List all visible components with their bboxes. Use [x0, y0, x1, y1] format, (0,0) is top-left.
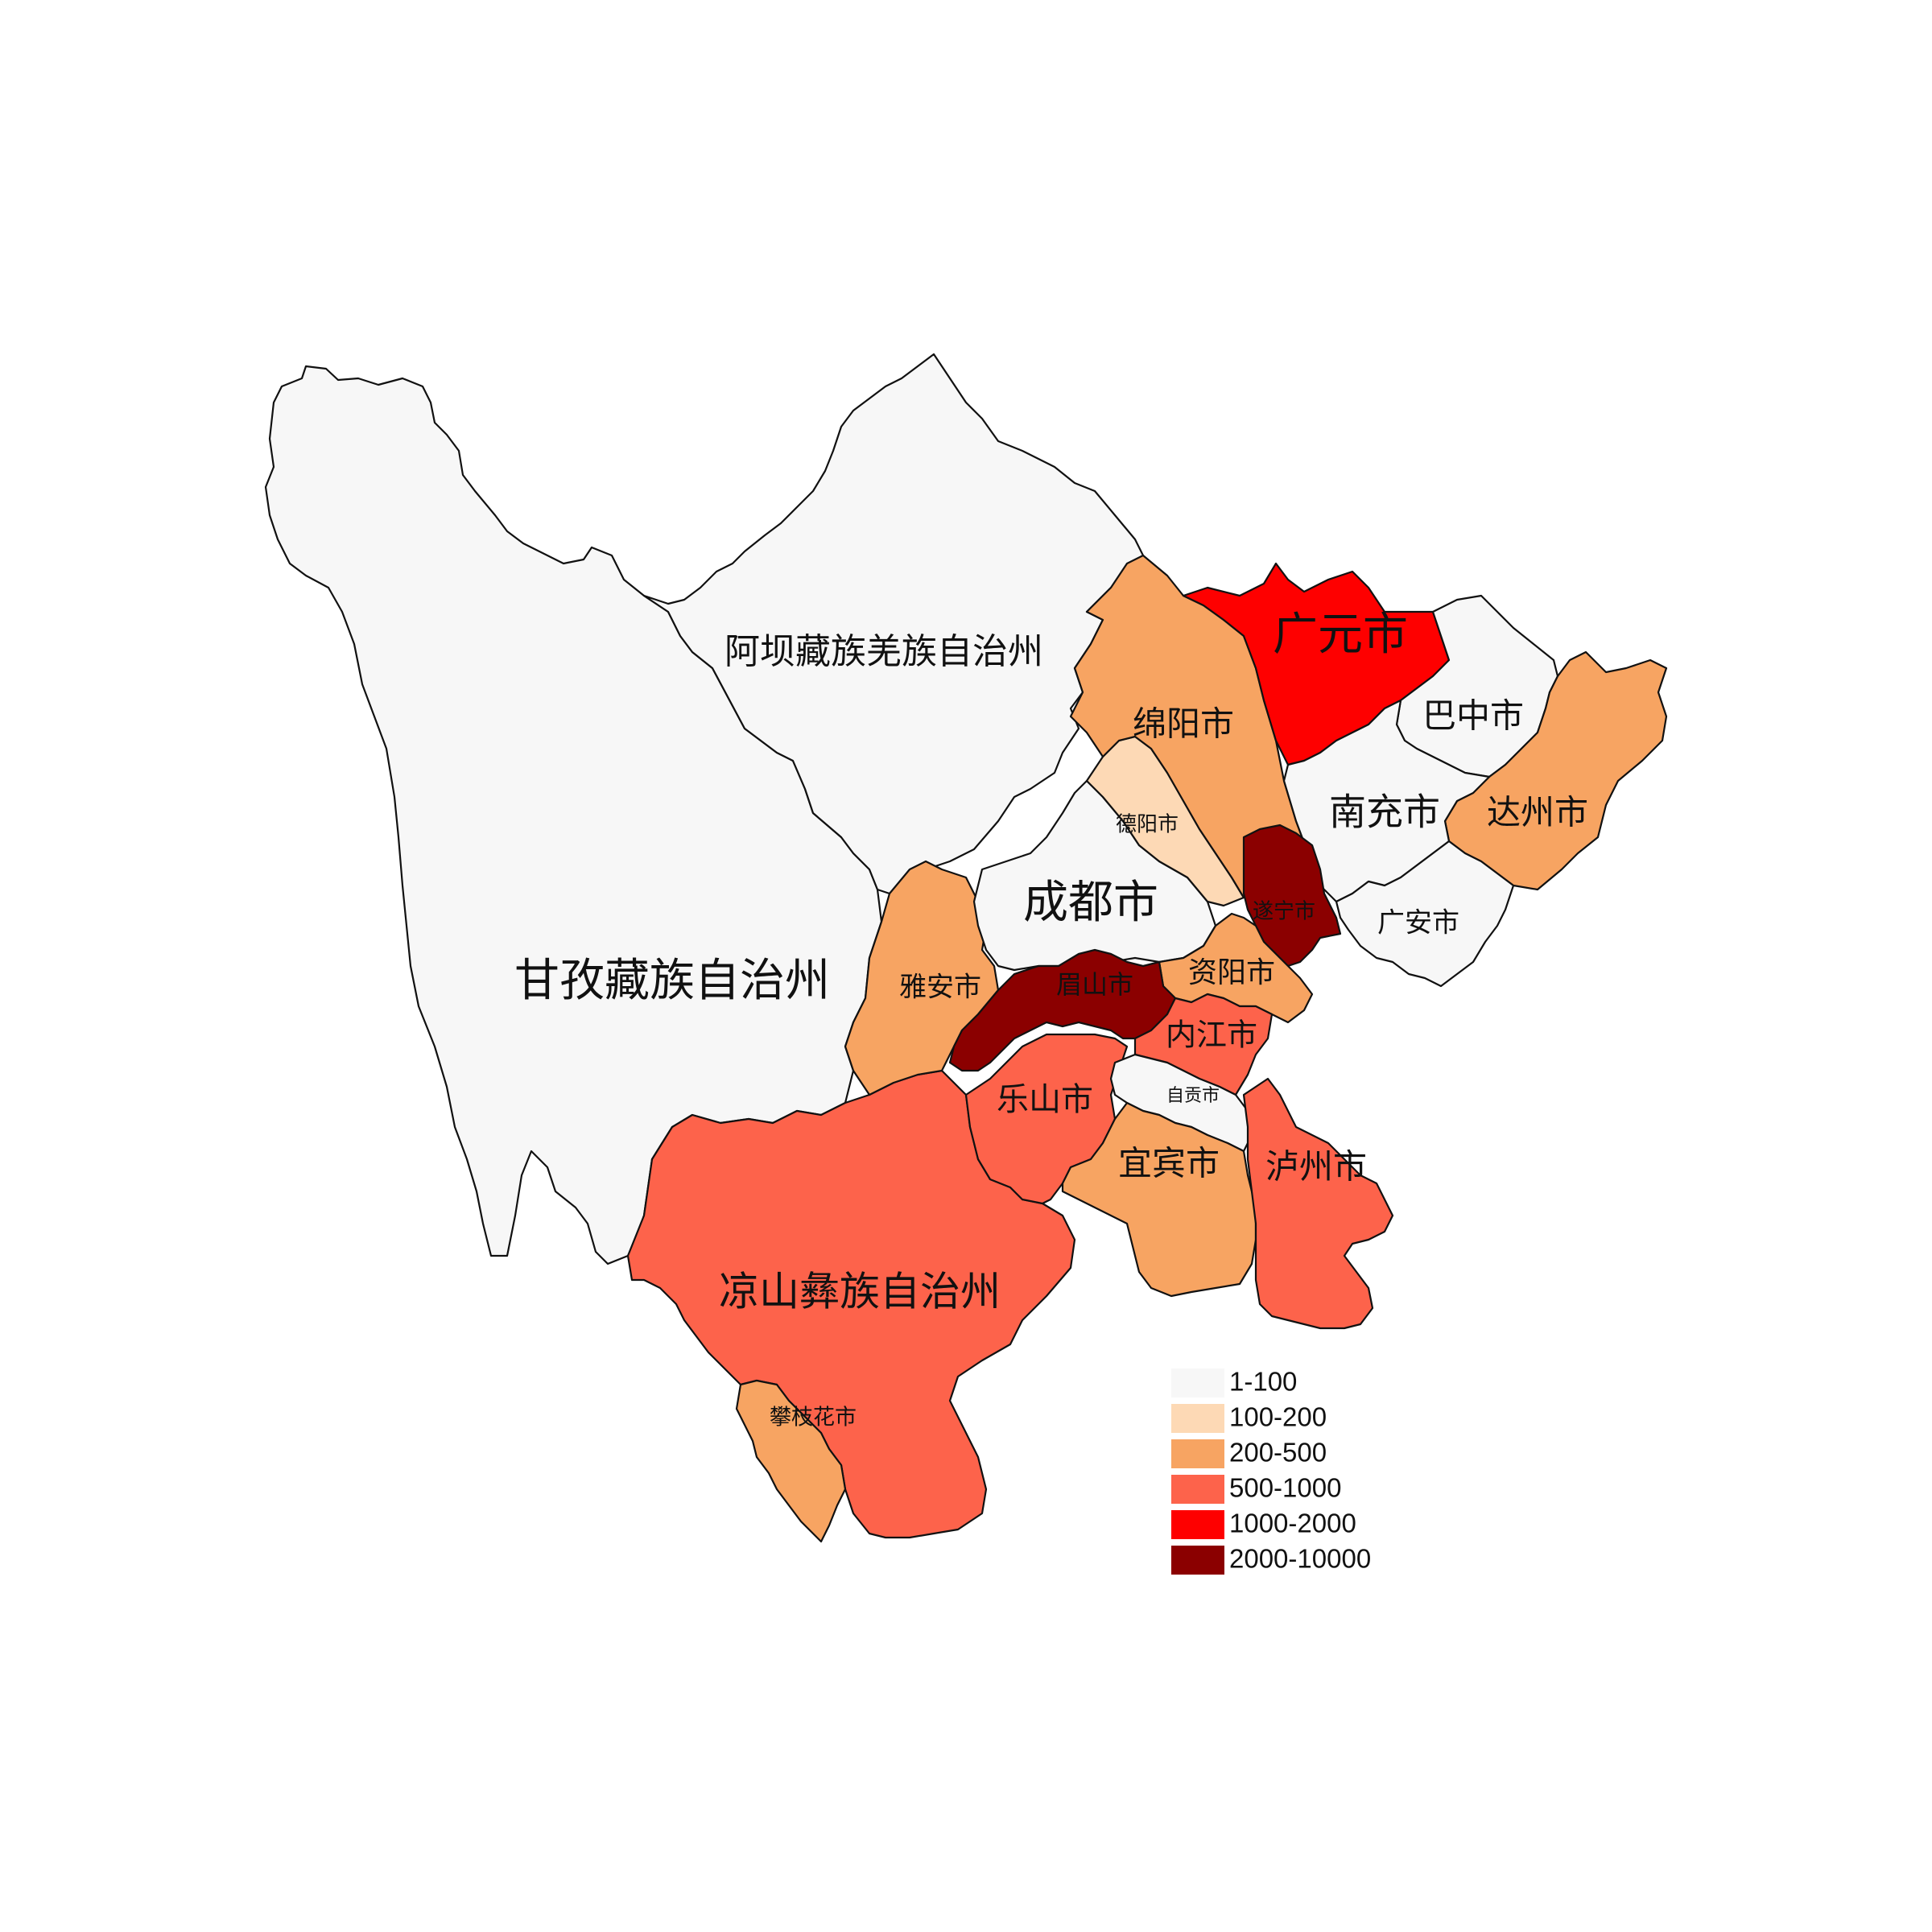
- label-bazhong: 巴中市: [1422, 696, 1524, 736]
- legend-label-3: 500-1000: [1229, 1473, 1341, 1503]
- legend: 1-100 100-200 200-500 500-1000 1000-2000 2000…: [1171, 1367, 1371, 1575]
- label-yaan: 雅安市: [899, 972, 981, 1004]
- label-deyang: 德阳市: [1116, 813, 1179, 837]
- label-dazhou: 达州市: [1487, 793, 1588, 832]
- label-ziyang: 资阳市: [1188, 956, 1275, 989]
- legend-swatch-5: [1171, 1546, 1224, 1575]
- regions-layer: [264, 353, 1668, 1543]
- label-leshan: 乐山市: [997, 1081, 1093, 1118]
- legend-label-5: 2000-10000: [1229, 1544, 1371, 1574]
- label-mianyang: 绵阳市: [1133, 704, 1234, 744]
- label-guangan: 广安市: [1377, 907, 1459, 939]
- legend-swatch-0: [1171, 1368, 1224, 1397]
- label-panzhihua: 攀枝花市: [770, 1406, 857, 1430]
- region-suining[interactable]: [1242, 824, 1342, 968]
- labels-layer: 甘孜藏族自治州 阿坝藏族羌族自治州 凉山彝族自治州 攀枝花市 广元市 巴中市 达…: [514, 609, 1588, 1430]
- label-liangshan: 凉山彝族自治州: [719, 1269, 1001, 1315]
- legend-swatch-1: [1171, 1404, 1224, 1433]
- region-yibin[interactable]: [1061, 1101, 1257, 1298]
- label-nanchong: 南充市: [1329, 791, 1440, 834]
- label-luzhou: 泸州市: [1265, 1147, 1367, 1187]
- region-dazhou[interactable]: [1443, 650, 1668, 891]
- label-ganzi: 甘孜藏族自治州: [514, 955, 830, 1007]
- region-guangan[interactable]: [1335, 840, 1515, 988]
- legend-label-2: 200-500: [1229, 1438, 1327, 1468]
- legend-swatch-2: [1171, 1439, 1224, 1468]
- label-aba: 阿坝藏族羌族自治州: [724, 631, 1043, 672]
- label-guangyuan: 广元市: [1273, 609, 1408, 661]
- legend-swatch-3: [1171, 1475, 1224, 1504]
- label-neijiang: 内江市: [1166, 1018, 1257, 1053]
- region-luzhou[interactable]: [1242, 1077, 1394, 1330]
- legend-label-4: 1000-2000: [1229, 1509, 1356, 1538]
- region-panzhihua[interactable]: [735, 1379, 847, 1543]
- legend-label-1: 100-200: [1229, 1402, 1327, 1432]
- legend-swatch-4: [1171, 1510, 1224, 1539]
- legend-label-0: 1-100: [1229, 1367, 1297, 1397]
- label-suining: 遂宁市: [1253, 900, 1315, 924]
- label-meishan: 眉山市: [1056, 969, 1133, 1000]
- label-yibin: 宜宾市: [1118, 1144, 1220, 1183]
- label-chengdu: 成都市: [1023, 877, 1158, 929]
- label-zigong: 自贡市: [1166, 1086, 1220, 1106]
